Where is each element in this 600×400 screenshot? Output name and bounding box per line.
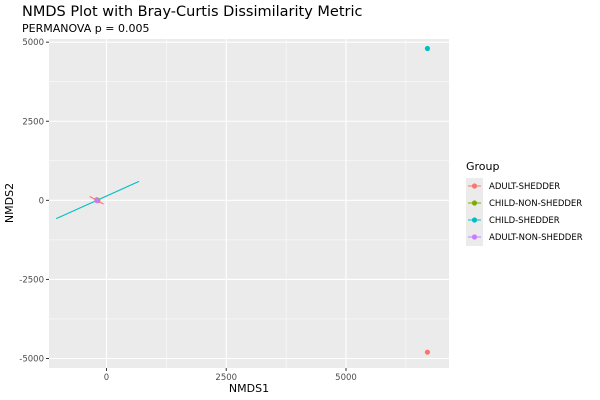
legend-label: ADULT-NON-SHEDDER [489,233,583,243]
legend-key-point [471,234,478,240]
legend-label: ADULT-SHEDDER [489,182,560,192]
legend: Group ADULT-SHEDDER CHILD-NON-SHEDDER CHIL… [466,160,583,246]
legend-label: CHILD-NON-SHEDDER [489,199,582,209]
data-point [94,198,100,204]
legend-key-point [471,200,478,206]
x-tick-label: 5000 [335,373,357,383]
legend-key-point [471,183,478,189]
y-tick-label: 2500 [22,117,44,127]
y-axis-title: NMDS2 [3,183,16,223]
y-tick-label: -2500 [19,275,44,285]
data-marks [55,45,431,355]
data-point [424,45,431,52]
y-tick-label: 5000 [22,38,44,48]
x-axis-title: NMDS1 [229,382,269,395]
x-tick-label: 0 [104,373,109,383]
y-tick-label: 0 [39,196,44,206]
axis-ticks: 0 2500 5000 -5000 -2500 0 2500 5000 [19,38,357,383]
chart-subtitle: PERMANOVA p = 0.005 [22,22,149,35]
y-tick-label: -5000 [19,355,44,365]
plot-panel [49,39,449,368]
data-point [424,349,431,355]
grid-lines [49,39,449,368]
legend-title: Group [466,160,500,173]
chart-title: NMDS Plot with Bray-Curtis Dissimilarity… [22,4,363,20]
legend-key-point [471,217,478,223]
x-tick-label: 2500 [215,373,237,383]
legend-label: CHILD-SHEDDER [489,216,560,226]
